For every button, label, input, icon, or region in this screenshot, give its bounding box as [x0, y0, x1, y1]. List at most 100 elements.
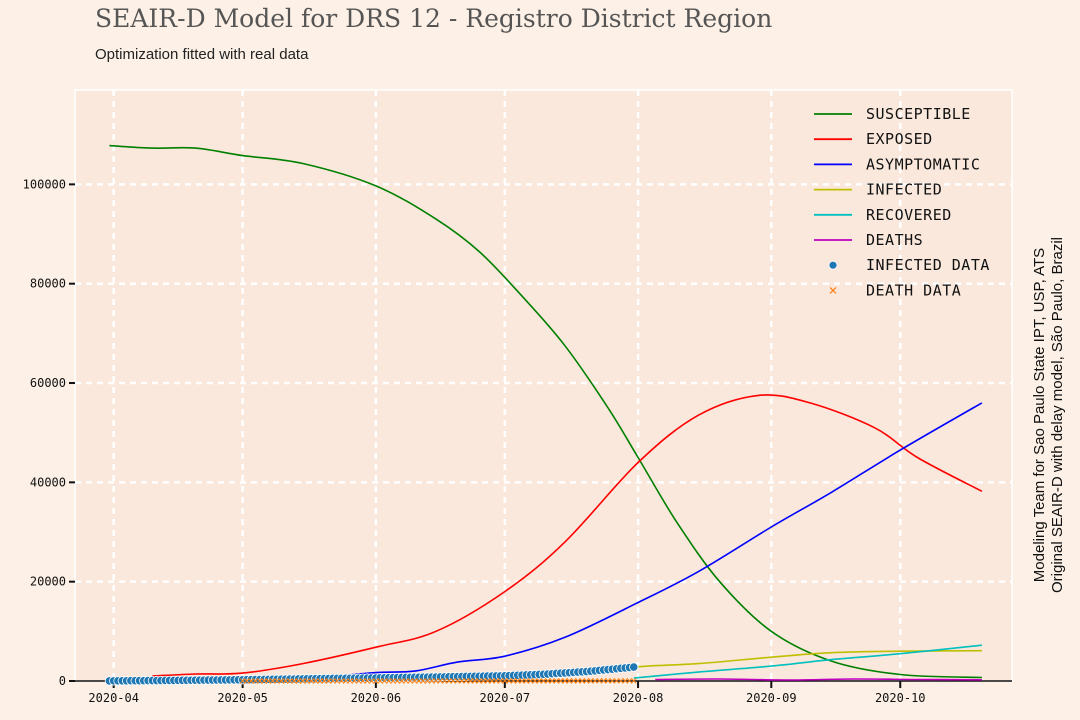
data-point-death-data: [501, 678, 508, 684]
data-point-death-data: [544, 678, 551, 684]
legend-item: DEATH DATA: [829, 281, 961, 299]
data-point-death-data: [489, 678, 495, 684]
legend-label: DEATH DATA: [866, 281, 961, 299]
series-line-asymptomatic: [324, 402, 983, 679]
data-point-death-data: [252, 678, 259, 684]
data-point-death-data: [287, 678, 293, 684]
data-point-death-data: [618, 677, 624, 684]
y-tick-label: 100000: [23, 177, 66, 191]
data-point-death-data: [613, 677, 620, 684]
data-point-death-data: [304, 678, 310, 684]
data-point-death-data: [407, 678, 414, 684]
data-point-death-data: [433, 678, 439, 684]
data-point-death-data: [630, 677, 637, 684]
data-point-death-data: [519, 678, 525, 684]
data-point-death-data: [244, 678, 250, 684]
data-point-death-data: [355, 678, 362, 684]
data-point-death-data: [261, 678, 267, 684]
legend-swatch-death-data: [829, 286, 837, 294]
data-point-death-data: [325, 678, 332, 684]
data-point-death-data: [553, 678, 560, 684]
data-point-death-data: [377, 678, 384, 684]
data-point-infected-data: [629, 662, 639, 672]
data-point-death-data: [441, 678, 448, 684]
data-point-death-data: [562, 678, 568, 684]
data-point-death-data: [446, 678, 452, 684]
y-tick-label: 60000: [30, 376, 66, 390]
data-point-death-data: [256, 678, 263, 684]
data-point-death-data: [330, 678, 336, 684]
x-tick-label: 2020-07: [480, 691, 531, 705]
plot-area: [74, 89, 1013, 682]
legend-swatch-infected-data: [828, 260, 838, 270]
data-point-death-data: [566, 677, 573, 684]
x-tick-label: 2020-10: [875, 691, 926, 705]
data-point-death-data: [274, 678, 280, 684]
data-point-death-data: [506, 678, 512, 684]
data-point-death-data: [471, 678, 478, 684]
attribution-line-2: Original SEAIR-D with delay model, São P…: [1049, 237, 1066, 593]
data-point-death-data: [523, 678, 530, 684]
data-point-death-data: [484, 678, 491, 684]
x-tick-label: 2020-08: [613, 691, 664, 705]
series-line-recovered: [633, 644, 982, 679]
data-point-death-data: [373, 678, 379, 684]
data-point-death-data: [587, 677, 594, 684]
data-point-death-data: [334, 678, 341, 684]
legend-label: EXPOSED: [866, 130, 933, 148]
y-tick-label: 40000: [30, 475, 66, 489]
data-point-death-data: [291, 678, 298, 684]
data-point-death-data: [532, 678, 538, 684]
data-point-death-data: [592, 677, 598, 684]
data-point-death-data: [609, 677, 616, 684]
data-point-death-data: [467, 678, 474, 684]
data-point-death-data: [536, 678, 543, 684]
legend-item: EXPOSED: [814, 130, 933, 148]
data-point-death-data: [476, 678, 482, 684]
data-point-death-data: [424, 678, 431, 684]
data-point-death-data: [278, 678, 285, 684]
data-point-death-data: [269, 678, 276, 684]
legend-label: RECOVERED: [866, 206, 952, 224]
data-point-death-data: [239, 678, 246, 684]
data-point-death-data: [385, 678, 392, 684]
y-tick-label: 80000: [30, 277, 66, 291]
data-point-death-data: [437, 678, 444, 684]
data-point-death-data: [575, 677, 581, 684]
data-point-death-data: [364, 678, 371, 684]
data-point-death-data: [605, 677, 611, 684]
attribution-note: Modeling Team for Sao Paulo State IPT, U…: [1031, 205, 1067, 625]
data-point-death-data: [583, 677, 590, 684]
legend-item: INFECTED: [814, 181, 942, 199]
data-point-death-data: [381, 678, 388, 684]
data-point-death-data: [351, 678, 358, 684]
data-point-death-data: [549, 678, 555, 684]
legend-item: RECOVERED: [814, 206, 952, 224]
chart-subtitle: Optimization fitted with real data: [95, 46, 309, 63]
data-point-death-data: [600, 677, 607, 684]
x-tick-label: 2020-06: [351, 691, 402, 705]
x-tick-label: 2020-05: [217, 691, 268, 705]
data-point-death-data: [360, 678, 366, 684]
data-point-death-data: [497, 678, 504, 684]
data-point-death-data: [398, 678, 405, 684]
x-tick-label: 2020-04: [88, 691, 139, 705]
data-point-death-data: [411, 678, 418, 684]
series-line-deaths: [655, 678, 982, 681]
legend-item: SUSCEPTIBLE: [814, 105, 970, 123]
data-point-death-data: [458, 678, 465, 684]
data-point-death-data: [579, 677, 586, 684]
attribution-line-1: Modeling Team for Sao Paulo State IPT, U…: [1031, 247, 1048, 583]
legend-item: DEATHS: [814, 231, 923, 249]
data-point-death-data: [557, 678, 564, 684]
data-point-death-data: [312, 678, 319, 684]
data-point-death-data: [420, 678, 427, 684]
data-point-death-data: [342, 678, 349, 684]
data-point-death-data: [390, 678, 396, 684]
data-point-death-data: [454, 678, 461, 684]
data-point-death-data: [480, 678, 487, 684]
chart-title: SEAIR-D Model for DRS 12 - Registro Dist…: [95, 4, 773, 33]
x-tick-label: 2020-09: [746, 691, 797, 705]
data-point-death-data: [403, 678, 409, 684]
